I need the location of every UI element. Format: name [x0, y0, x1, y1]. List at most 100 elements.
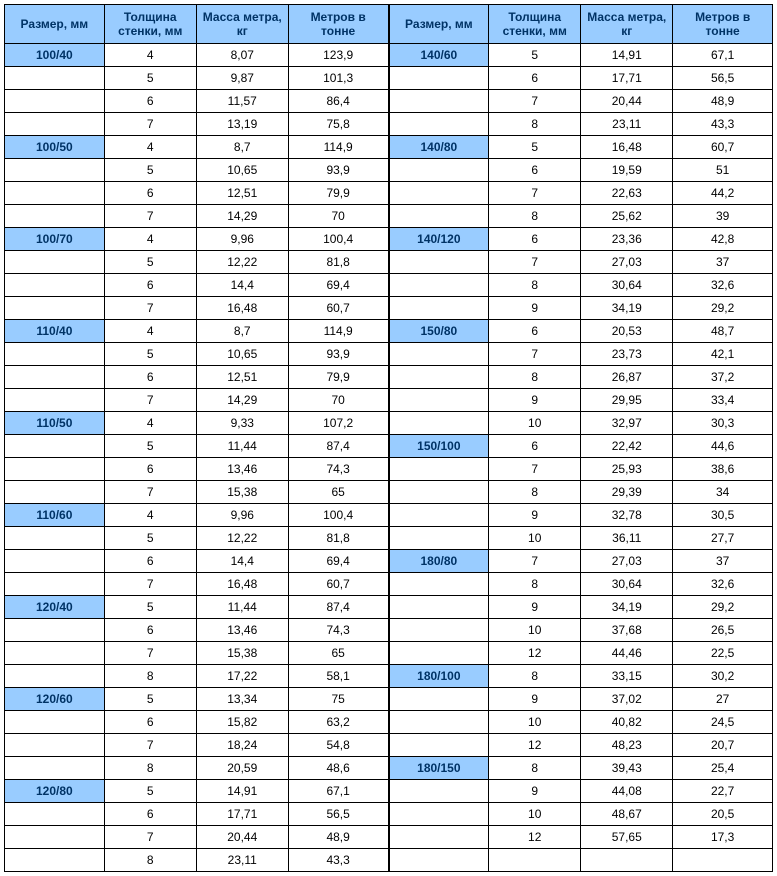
cell-size: 110/40	[5, 320, 105, 343]
table-row: 512,2281,8	[5, 527, 389, 550]
cell-thickness: 7	[489, 550, 581, 573]
table-row: 140/60514,9167,1	[389, 44, 773, 67]
cell-thickness: 7	[104, 573, 196, 596]
col-header-size: Размер, мм	[389, 5, 489, 44]
col-header-thickness: Толщина стенки, мм	[104, 5, 196, 44]
cell-thickness: 7	[104, 826, 196, 849]
table-row: 714,2970	[5, 389, 389, 412]
cell-mass: 27,03	[581, 550, 673, 573]
table-row: 110/5049,33107,2	[5, 412, 389, 435]
table-row: 820,5948,6	[5, 757, 389, 780]
cell-mass: 23,11	[196, 849, 288, 872]
cell-mass: 23,73	[581, 343, 673, 366]
cell-size	[5, 826, 105, 849]
table-row	[389, 849, 773, 872]
cell-meters: 69,4	[288, 274, 388, 297]
cell-thickness: 10	[489, 527, 581, 550]
table-row: 830,6432,6	[389, 573, 773, 596]
cell-meters: 26,5	[673, 619, 773, 642]
cell-mass: 25,62	[581, 205, 673, 228]
table-row: 150/80620,5348,7	[389, 320, 773, 343]
table-row: 934,1929,2	[389, 596, 773, 619]
cell-size: 180/150	[389, 757, 489, 780]
cell-mass: 14,29	[196, 205, 288, 228]
cell-thickness: 7	[104, 113, 196, 136]
cell-size	[5, 573, 105, 596]
table-row: 722,6344,2	[389, 182, 773, 205]
cell-size	[5, 274, 105, 297]
cell-thickness: 7	[489, 458, 581, 481]
table-row: 715,3865	[5, 481, 389, 504]
table-row: 510,6593,9	[5, 159, 389, 182]
table-row: 823,1143,3	[5, 849, 389, 872]
cell-thickness: 7	[489, 343, 581, 366]
cell-meters: 30,2	[673, 665, 773, 688]
table-row: 613,4674,3	[5, 619, 389, 642]
table-row: 512,2281,8	[5, 251, 389, 274]
cell-size	[5, 458, 105, 481]
cell-size	[389, 619, 489, 642]
cell-mass: 17,71	[196, 803, 288, 826]
cell-thickness: 8	[104, 665, 196, 688]
cell-mass: 48,67	[581, 803, 673, 826]
table-row: 180/80727,0337	[389, 550, 773, 573]
table-row: 619,5951	[389, 159, 773, 182]
cell-mass: 40,82	[581, 711, 673, 734]
cell-mass: 36,11	[581, 527, 673, 550]
cell-mass: 16,48	[196, 297, 288, 320]
table-row: 140/80516,4860,7	[389, 136, 773, 159]
cell-meters: 32,6	[673, 573, 773, 596]
cell-thickness: 6	[104, 182, 196, 205]
cell-meters: 87,4	[288, 596, 388, 619]
cell-mass: 9,87	[196, 67, 288, 90]
cell-mass: 27,03	[581, 251, 673, 274]
cell-mass: 30,64	[581, 573, 673, 596]
cell-meters: 100,4	[288, 504, 388, 527]
table-row: 830,6432,6	[389, 274, 773, 297]
cell-size	[5, 297, 105, 320]
cell-meters: 48,9	[673, 90, 773, 113]
cell-thickness: 6	[489, 228, 581, 251]
cell-meters: 22,7	[673, 780, 773, 803]
cell-mass: 48,23	[581, 734, 673, 757]
cell-meters: 81,8	[288, 251, 388, 274]
cell-thickness: 6	[489, 435, 581, 458]
cell-size	[389, 458, 489, 481]
cell-size	[389, 67, 489, 90]
col-header-thickness: Толщина стенки, мм	[489, 5, 581, 44]
cell-meters: 70	[288, 205, 388, 228]
cell-mass: 8,7	[196, 320, 288, 343]
cell-mass: 34,19	[581, 297, 673, 320]
cell-thickness: 5	[104, 596, 196, 619]
table-right: Размер, мм Толщина стенки, мм Масса метр…	[389, 4, 774, 872]
cell-thickness: 5	[489, 44, 581, 67]
cell-size: 140/80	[389, 136, 489, 159]
cell-mass: 11,44	[196, 596, 288, 619]
table-row: 617,7156,5	[5, 803, 389, 826]
cell-meters: 56,5	[673, 67, 773, 90]
cell-mass: 32,97	[581, 412, 673, 435]
cell-thickness: 6	[104, 458, 196, 481]
cell-meters: 37,2	[673, 366, 773, 389]
table-row: 110/6049,96100,4	[5, 504, 389, 527]
cell-meters: 79,9	[288, 182, 388, 205]
cell-thickness: 8	[489, 205, 581, 228]
cell-size: 100/40	[5, 44, 105, 67]
cell-meters: 51	[673, 159, 773, 182]
cell-mass: 14,29	[196, 389, 288, 412]
cell-thickness: 4	[104, 228, 196, 251]
cell-thickness: 8	[104, 757, 196, 780]
table-row: 120/40511,4487,4	[5, 596, 389, 619]
cell-thickness: 5	[489, 136, 581, 159]
cell-size: 110/60	[5, 504, 105, 527]
cell-thickness: 9	[489, 504, 581, 527]
cell-meters: 44,6	[673, 435, 773, 458]
cell-mass: 17,22	[196, 665, 288, 688]
cell-mass: 9,96	[196, 228, 288, 251]
cell-size	[5, 205, 105, 228]
cell-meters: 27	[673, 688, 773, 711]
cell-mass: 25,93	[581, 458, 673, 481]
cell-mass: 30,64	[581, 274, 673, 297]
cell-size	[389, 803, 489, 826]
cell-thickness: 5	[104, 159, 196, 182]
